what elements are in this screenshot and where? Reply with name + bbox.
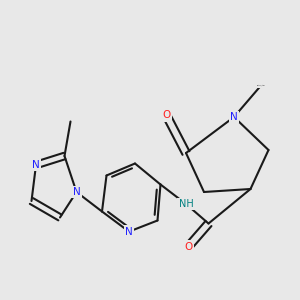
Text: methyl_stub: methyl_stub [257, 85, 265, 86]
Text: N: N [125, 226, 133, 237]
Text: O: O [184, 242, 193, 252]
Text: NH: NH [178, 199, 194, 209]
Text: N: N [73, 187, 80, 197]
Text: O: O [162, 110, 171, 121]
Text: N: N [32, 160, 40, 170]
Text: N: N [230, 112, 238, 122]
